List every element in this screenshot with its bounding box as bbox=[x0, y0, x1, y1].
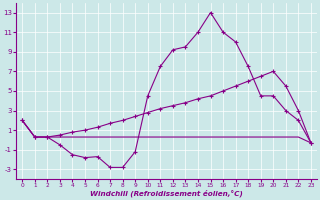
X-axis label: Windchill (Refroidissement éolien,°C): Windchill (Refroidissement éolien,°C) bbox=[90, 190, 243, 197]
